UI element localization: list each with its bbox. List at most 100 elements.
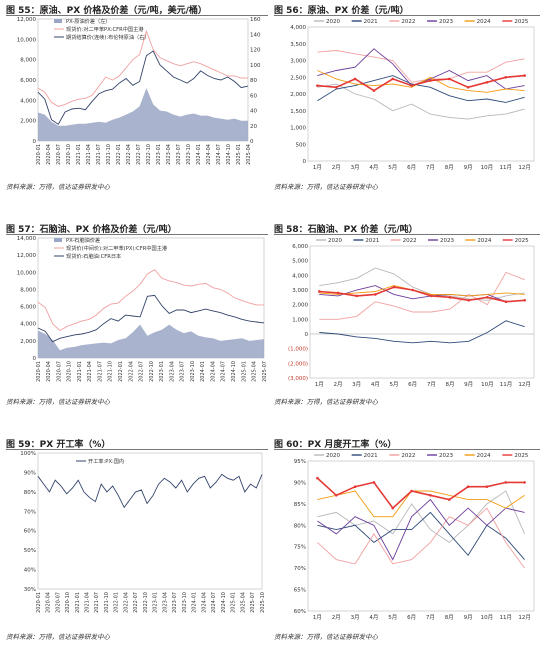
x-tick-label: 2023-01 [159,361,165,382]
plot-frame [309,245,535,379]
legend-label: 2023 [439,19,453,25]
series-px-area [38,88,248,141]
y-tick-label: 6,000 [20,78,36,84]
y-tick-label: 3,000 [292,288,308,294]
y-tick-label: 1,000 [290,126,306,132]
y-tick-label: 0 [33,356,37,362]
series-2021-line [317,75,525,103]
x-tick-label: 2022-10 [146,144,152,165]
y-tick-label: (3,000) [288,376,308,382]
x-tick-label: 9月 [464,164,473,171]
y-tick-label: 8,000 [20,287,36,293]
x-tick-label: 2021-04 [86,144,92,165]
x-tick-label: 8月 [446,381,455,388]
x-tick-label: 10月 [481,381,494,388]
series-2025-point [410,489,413,493]
legend-label: 2020 [328,238,342,244]
y-tick-label: 0 [303,159,307,165]
x-tick-label: 2021-01 [77,361,83,382]
panel-title: 图 58：石脑油、PX 价差（元/吨） [274,225,418,235]
source-note: 资料来源：万得，信达证券研发中心 [6,183,110,191]
y-tick-label: 10,000 [17,270,37,276]
legend-label: 现货价(中间价):对二甲苯(PX):CFR中国主港 [66,244,168,252]
y-tick-label: 5,000 [292,259,308,265]
x-tick-label: 2022-01 [114,592,120,613]
x-tick-label: 2022-10 [143,592,149,613]
legend-label: 2020 [326,453,340,459]
legend-label: 2022 [401,19,415,25]
y-tick-label: 60% [294,609,306,615]
legend-label: 2021 [364,19,378,25]
y-right-tick-label: 160 [250,17,261,23]
series-2025-point [353,77,357,81]
x-tick-label: 2024-04 [210,361,216,382]
x-tick-label: 2020-10 [65,592,71,613]
x-tick-label: 4月 [371,381,380,388]
x-tick-label: 2025-10 [260,592,266,613]
title-rule [6,234,268,235]
series-2025-point [504,481,508,484]
series-2025-point [391,77,395,81]
series-2023-line [319,285,525,303]
y-tick-label: 0 [305,332,309,338]
x-tick-label: 2023-10 [190,361,196,382]
series-2020-line [317,83,525,120]
y-right-tick-label: 100 [250,63,261,69]
y-right-tick-label: 60 [250,93,257,99]
title-rule [274,234,540,235]
x-tick-label: 2025-01 [236,144,242,165]
chart-fig57: 0 2,000 4,000 6,000 8,000 10,000 12,000 14,000 2… [17,236,268,382]
series-2025-point [334,493,338,497]
source-note: 资料来源：万得，信达证券研发中心 [6,398,110,406]
series-px-line [37,473,263,509]
series-2025-point [485,80,489,84]
legend-label: 2022 [403,238,417,244]
x-tick-label: 2月 [332,164,341,171]
series-2025-point [486,296,489,299]
x-tick-label: 5月 [388,164,397,171]
x-tick-label: 2024-10 [231,361,237,382]
x-tick-label: 8月 [445,164,454,171]
x-tick-label: 2023-04 [166,144,172,165]
x-tick-label: 7月 [426,164,435,171]
y-tick-label: 4,000 [20,98,36,104]
y-right-tick-label: 120 [250,48,261,54]
panel-title: 图 55：原油、PX 价格及价差（元/吨，美元/桶） [6,6,207,16]
series-2025-point [355,294,358,298]
legend-label: 现货价:石脑油:CFR日本 [66,252,121,260]
series-2025-line [319,286,525,303]
x-tick-label: 2024-10 [221,592,227,613]
y-tick-label: 4,000 [20,322,36,328]
legend-swatch [54,238,62,242]
x-tick-label: 2月 [332,614,341,621]
x-tick-label: 2021-01 [76,144,82,165]
x-tick-label: 2025-04 [246,144,252,165]
x-tick-label: 2月 [334,381,343,388]
series--line [37,50,249,125]
series-2025-point [467,298,470,302]
legend-label: 2023 [439,453,453,459]
x-tick-label: 5月 [390,381,399,388]
x-tick-label: 4月 [369,164,378,171]
legend-label: 开工率:PX:国内 [88,457,124,465]
title-rule [6,15,268,16]
panel-title: 图 56：原油、PX 价差（元/吨） [274,6,409,16]
x-tick-label: 6月 [408,381,417,388]
y-tick-label: 95% [294,459,306,465]
y-tick-label: 10,000 [17,37,37,43]
series-2021-line [317,511,525,560]
x-tick-label: 11月 [500,614,513,621]
series-2025-point [316,84,319,87]
legend-label: 2021 [364,453,378,459]
x-tick-label: 2025-01 [231,592,237,613]
series-cfr-line [37,294,265,343]
x-tick-label: 8月 [445,614,454,621]
legend-label: PX-石脑油价差 [66,236,100,244]
x-tick-label: 2021-07 [97,361,103,382]
x-tick-label: 2020-01 [36,144,42,165]
x-tick-label: 9月 [464,614,473,621]
y-tick-label: 75% [294,545,306,551]
x-tick-label: 6月 [407,614,416,621]
x-tick-label: 2020-07 [55,592,61,613]
y-right-tick-label: 20 [250,124,257,130]
